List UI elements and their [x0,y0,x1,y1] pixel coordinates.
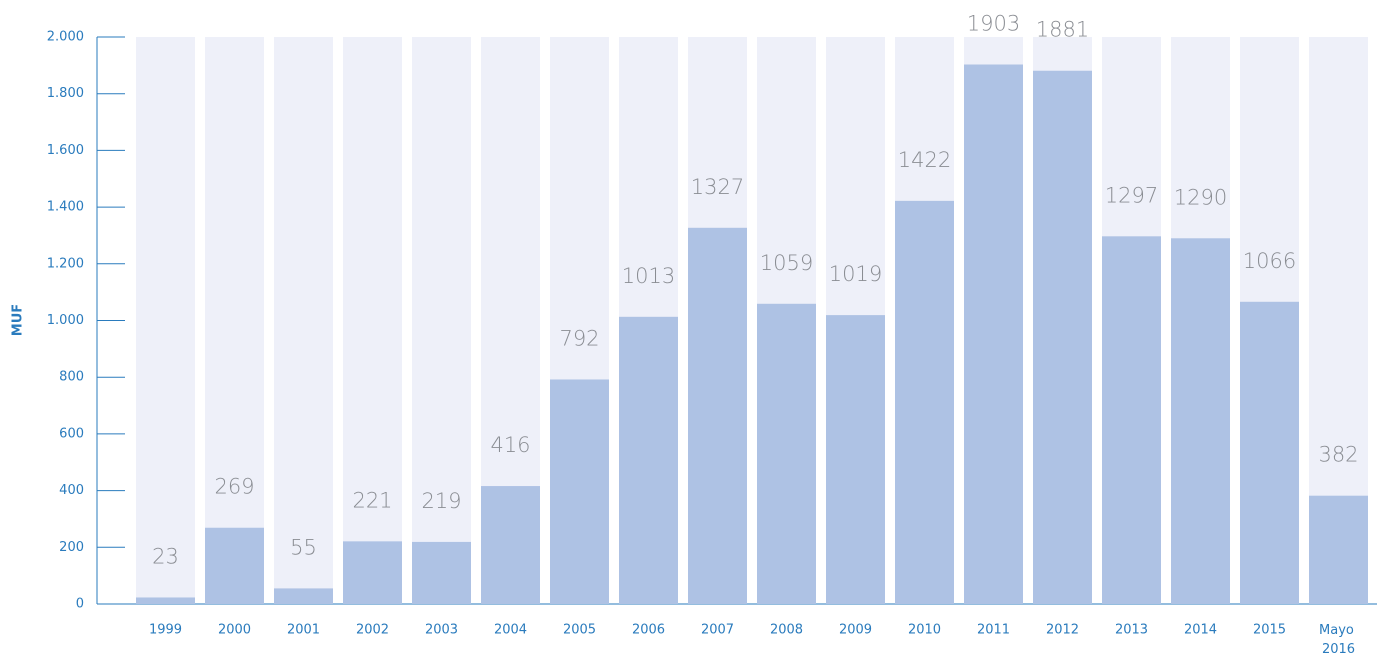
y-tick-label: 1.600 [47,143,84,158]
x-tick-label: 2004 [494,623,527,638]
y-tick-label: 200 [59,540,84,555]
value-label: 1059 [760,251,813,275]
value-label: 1903 [967,11,1020,35]
x-tick-label-line: Mayo [1319,623,1358,638]
bar [1240,301,1299,604]
x-tick-label: 2015 [1253,623,1286,638]
x-tick-label: 2012 [1046,623,1079,638]
bar [274,588,333,604]
x-tick-label: 2000 [218,623,251,638]
bar [1171,238,1230,604]
bar-background [205,37,264,604]
y-tick-label: 1.200 [47,256,84,271]
x-tick-label: 2001 [287,623,320,638]
value-label: 269 [214,475,254,499]
value-label: 55 [290,535,317,559]
value-label: 792 [559,326,599,350]
bar [964,64,1023,604]
bar [412,541,471,604]
x-tick-label: 2014 [1184,623,1217,638]
value-label: 1297 [1105,183,1158,207]
bar [205,527,264,604]
bar-background [343,37,402,604]
value-label: 219 [421,489,461,513]
bar [481,486,540,604]
y-tick-label: 2.000 [47,30,84,45]
x-tick-label: 2002 [356,623,389,638]
y-tick-label: 1.000 [47,313,84,328]
x-tick-label: 2003 [425,623,458,638]
value-label: 1013 [622,264,675,288]
y-axis-label: MUF [11,304,26,336]
y-tick-label: 1.400 [47,200,84,215]
value-label: 1327 [691,175,744,199]
value-label: 1066 [1243,249,1296,273]
value-label: 1290 [1174,185,1227,209]
x-tick-label: 2010 [908,623,941,638]
x-tick-label: 2006 [632,623,665,638]
bar [826,315,885,604]
x-tick-label: 2007 [701,623,734,638]
bar [688,227,747,604]
bar [619,316,678,604]
x-tick-label: Mayo 2016 [1319,623,1358,657]
bar [1309,495,1368,604]
bar [136,597,195,604]
x-tick-label: 2005 [563,623,596,638]
value-label: 1019 [829,262,882,286]
y-tick-label: 1.800 [47,86,84,101]
bar [1033,70,1092,604]
value-label: 1422 [898,148,951,172]
value-label: 1881 [1036,18,1089,42]
value-label: 23 [152,544,179,568]
y-tick-label: 800 [59,370,84,385]
bar [895,200,954,604]
value-label: 382 [1318,443,1358,467]
x-tick-label: 2009 [839,623,872,638]
bar-background [274,37,333,604]
x-tick-label: 2013 [1115,623,1148,638]
value-label: 221 [352,488,392,512]
bar [1102,236,1161,604]
x-tick-label: 1999 [149,623,182,638]
x-tick-label: 2011 [977,623,1010,638]
x-tick-label: 2008 [770,623,803,638]
bar [550,379,609,604]
value-label: 416 [490,433,530,457]
x-tick-label-line: 2016 [1322,642,1355,657]
bar [343,541,402,604]
bar [757,303,816,604]
bar-background [412,37,471,604]
y-tick-label: 400 [59,483,84,498]
y-tick-label: 600 [59,426,84,441]
bar-background [136,37,195,604]
y-tick-label: 0 [76,597,84,612]
